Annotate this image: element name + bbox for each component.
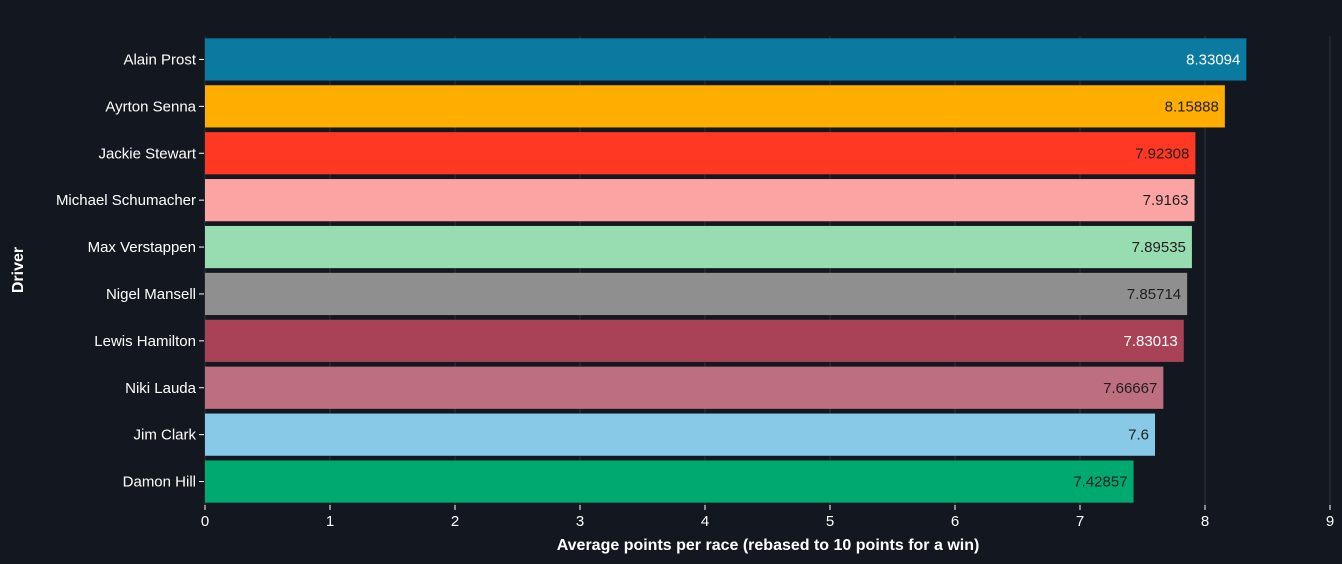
x-tick-label: 9 [1326,513,1334,530]
bars [205,38,1247,503]
y-axis: Alain Prost Ayrton Senna Jackie Stewart Mic… [56,51,204,491]
y-tick-label: Jackie Stewart [98,145,196,162]
bar [205,225,1192,269]
x-axis: 0 1 2 3 4 5 6 7 8 9 [201,505,1334,530]
x-tick-label: 4 [701,513,709,530]
y-tick-label: Michael Schumacher [56,192,196,209]
bar-value-label: 7.42857 [1073,474,1127,491]
bar [205,460,1134,503]
bar [205,132,1196,175]
x-tick-label: 7 [1076,513,1084,530]
bar [205,272,1188,316]
x-tick-label: 0 [201,513,209,530]
bar-value-label: 7.83013 [1124,333,1178,350]
y-axis-title: Driver [10,247,27,293]
bar-value-label: 7.9163 [1143,192,1189,209]
bar-value-label: 8.33094 [1186,51,1240,68]
y-tick-label: Nigel Mansell [106,286,196,303]
y-tick-label: Lewis Hamilton [94,333,196,350]
x-tick-label: 8 [1201,513,1209,530]
bar [205,38,1247,81]
bar-value-label: 7.66667 [1103,380,1157,397]
y-tick-label: Jim Clark [134,427,197,444]
x-tick-label: 3 [576,513,584,530]
bar-value-label: 7.89535 [1132,239,1186,256]
y-tick-label: Max Verstappen [88,239,196,256]
x-axis-title: Average points per race (rebased to 10 p… [557,537,980,554]
y-tick-label: Ayrton Senna [105,98,196,115]
bar-value-label: 7.85714 [1127,286,1181,303]
bar-value-label: 7.6 [1128,427,1149,444]
bar [205,413,1155,456]
x-tick-label: 2 [451,513,459,530]
value-labels: 8.33094 8.15888 7.92308 7.9163 7.89535 7.8571… [1073,51,1240,490]
bar [205,85,1225,128]
x-tick-label: 6 [951,513,959,530]
bar [205,366,1164,409]
y-tick-label: Alain Prost [123,51,196,68]
x-tick-label: 1 [326,513,334,530]
y-tick-label: Niki Lauda [125,380,197,397]
y-tick-label: Damon Hill [123,474,196,491]
bar-value-label: 8.15888 [1165,98,1219,115]
x-tick-label: 5 [826,513,834,530]
bar [205,319,1184,362]
bar [205,179,1195,222]
bar-value-label: 7.92308 [1135,145,1189,162]
